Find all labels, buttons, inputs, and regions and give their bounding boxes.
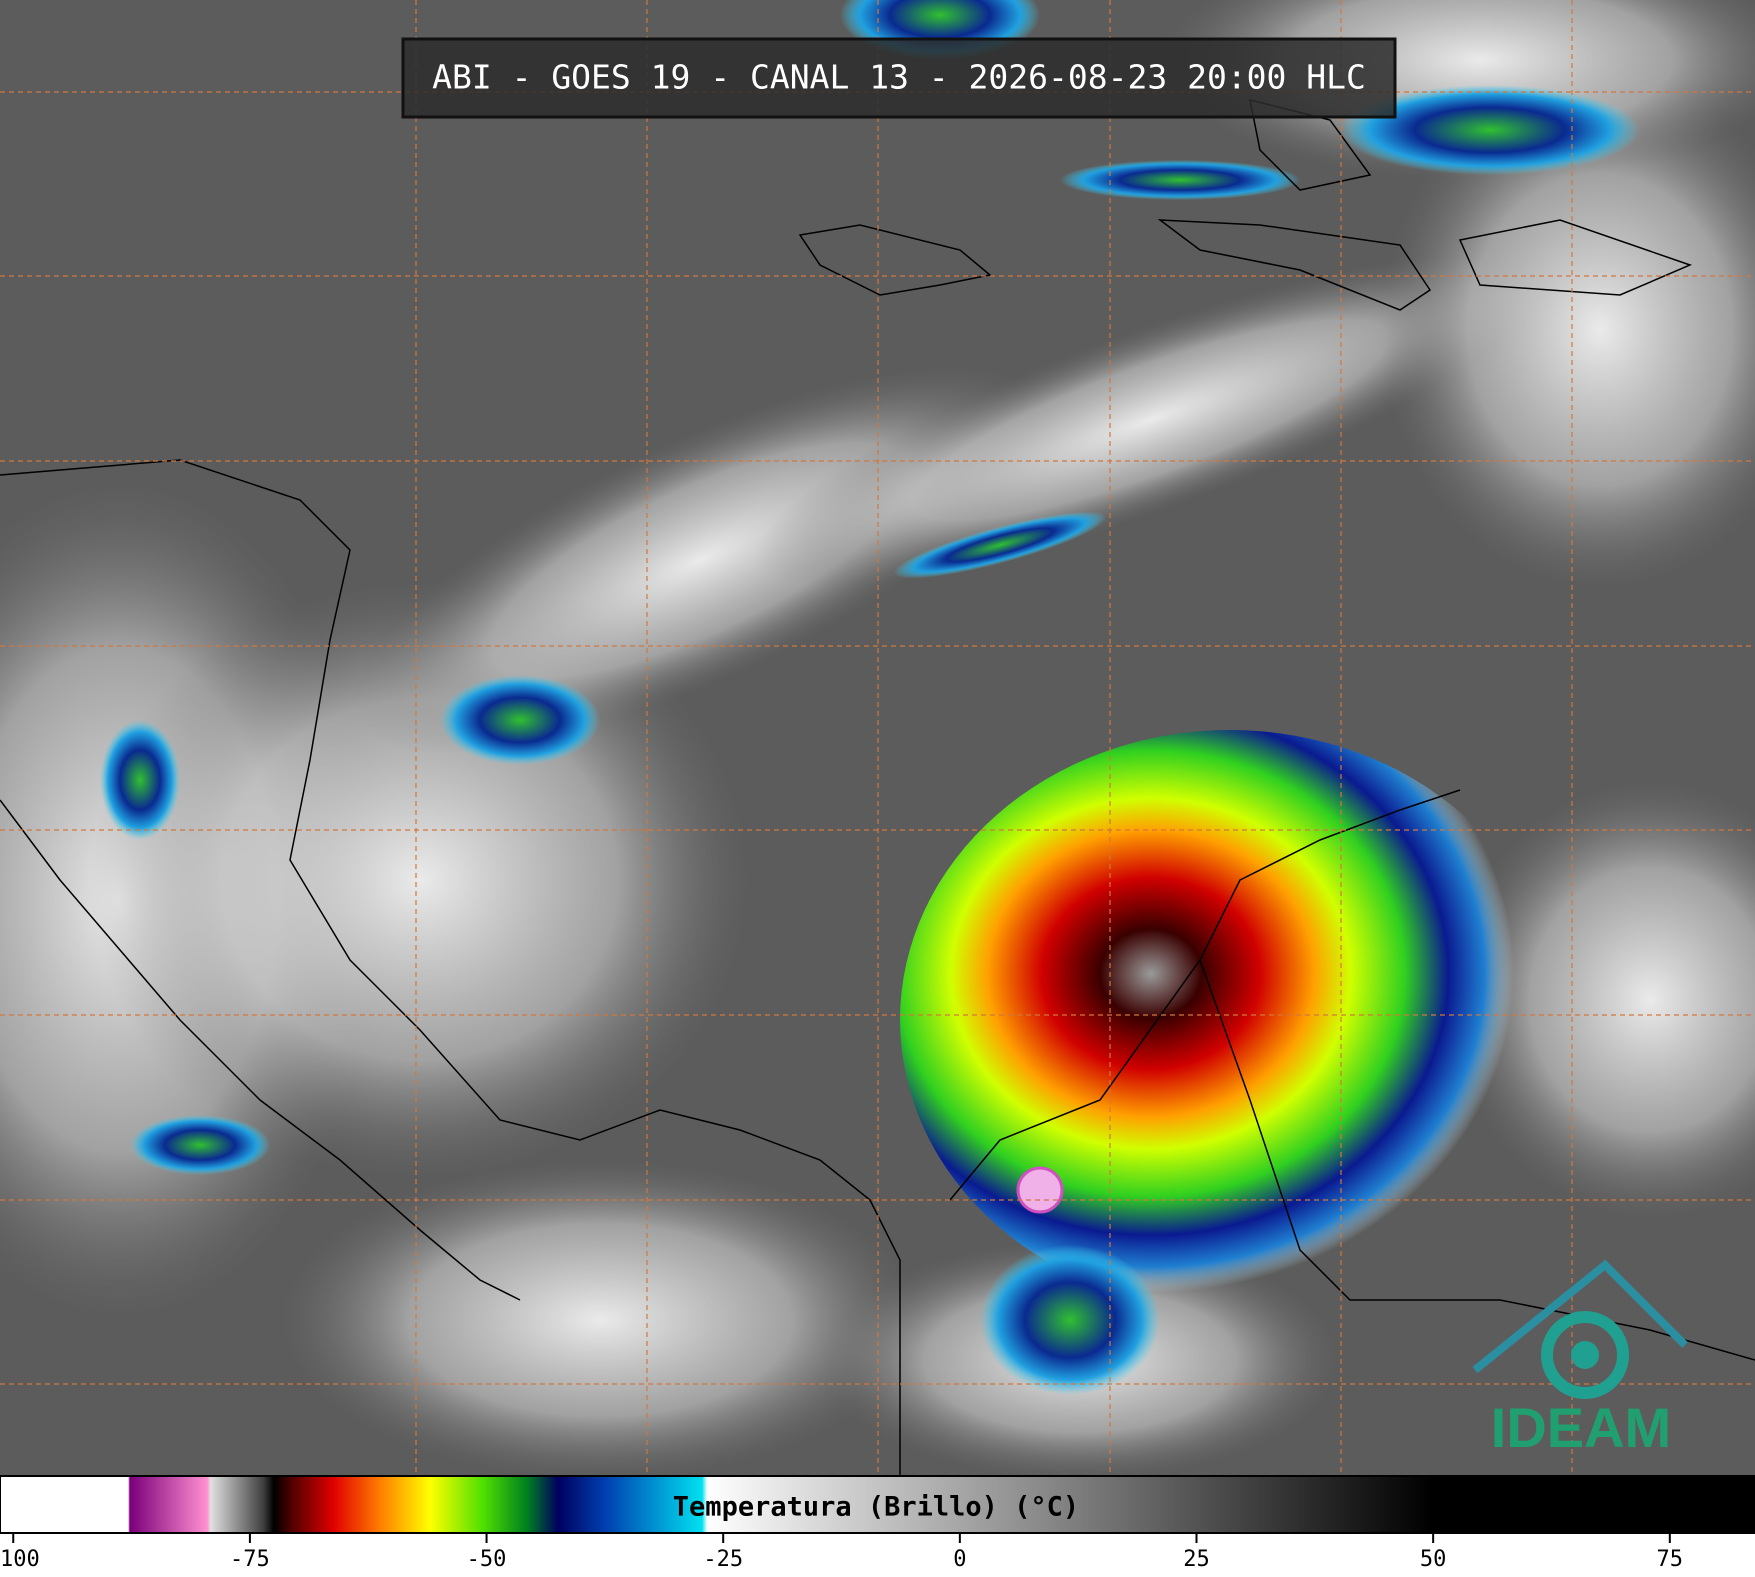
tick-label: -50 <box>467 1547 507 1572</box>
title: ABI - GOES 19 - CANAL 13 - 2026-08-23 20… <box>432 58 1366 97</box>
logo-text: IDEAM <box>1491 1396 1671 1459</box>
tick-label: 50 <box>1420 1547 1447 1572</box>
tick-label: 25 <box>1183 1547 1210 1572</box>
title-box <box>401 37 1397 119</box>
logo: IDEAM <box>1472 1259 1688 1459</box>
tick-label: -25 <box>703 1547 743 1572</box>
convection <box>100 0 1640 1395</box>
tick-label: -100 <box>0 1547 40 1572</box>
colorbar <box>0 1475 1755 1534</box>
colorbar-label: Temperatura (Brillo) (°C) <box>673 1492 1079 1523</box>
map: ABI - GOES 19 - CANAL 13 - 2026-08-23 20… <box>0 0 1755 1476</box>
tick-label: 75 <box>1657 1547 1684 1572</box>
colorbar-ticks: -100 -75 -50 -25 0 25 50 75 <box>0 1533 1683 1572</box>
graticule <box>0 0 1755 1476</box>
tick-label: -75 <box>230 1547 270 1572</box>
tick-label: 0 <box>953 1547 966 1572</box>
borders <box>0 98 1755 1476</box>
